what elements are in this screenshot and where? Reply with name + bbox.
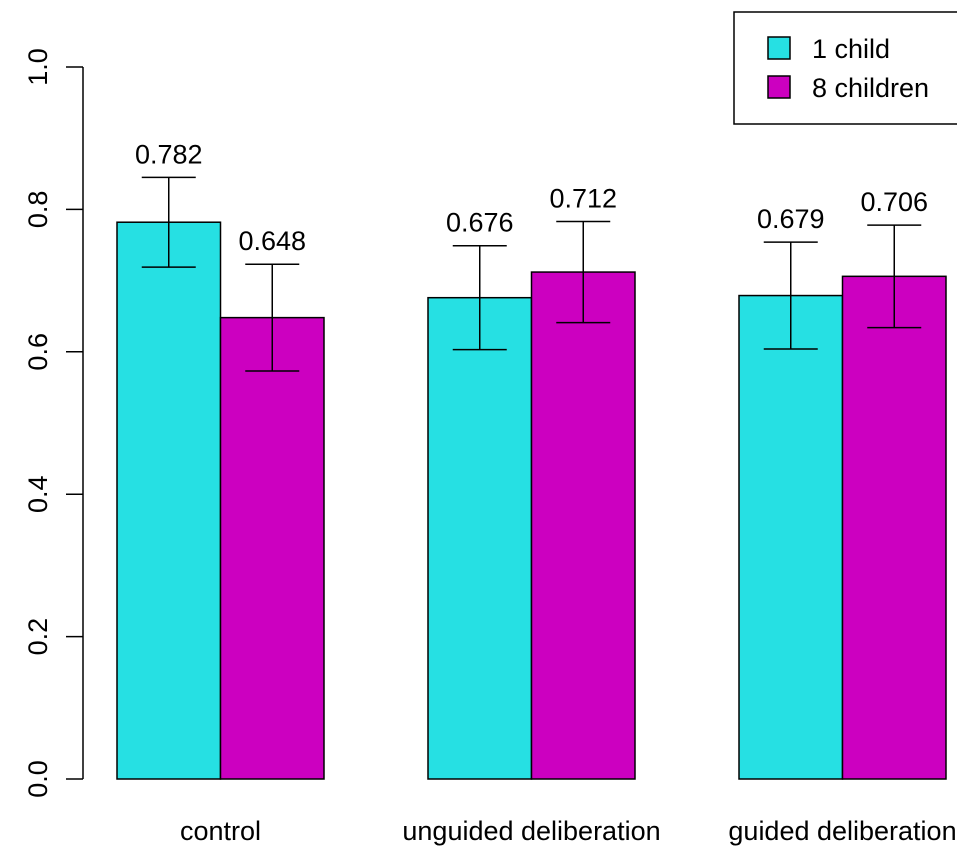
error-bar: [763, 241, 818, 350]
y-tick-label: 0.4: [23, 475, 53, 513]
y-tick-label: 0.0: [23, 760, 53, 798]
data-label: 0.712: [549, 184, 617, 214]
x-tick-label: control: [180, 816, 261, 846]
legend-label: 8 children: [812, 73, 929, 103]
y-axis: 0.0 0.2 0.4 0.6 0.8 1.0: [23, 48, 84, 798]
y-tick-label: 0.6: [23, 333, 53, 371]
error-bar: [245, 263, 300, 372]
y-tick-label: 0.2: [23, 618, 53, 656]
legend-swatch: [767, 36, 791, 60]
error-bar: [141, 176, 196, 268]
data-label: 0.679: [757, 204, 825, 234]
legend-label: 1 child: [812, 34, 890, 64]
data-label: 0.782: [135, 139, 203, 169]
error-bar: [452, 244, 507, 351]
bar: [738, 294, 844, 780]
bar: [219, 316, 325, 780]
bar: [427, 296, 533, 780]
data-label: 0.706: [860, 187, 928, 217]
legend-swatch: [767, 75, 791, 99]
bars: [116, 221, 947, 780]
data-label: 0.676: [446, 208, 514, 238]
legend-box: [733, 11, 957, 125]
legend: 1 child 8 children: [733, 11, 957, 125]
bar: [530, 271, 636, 780]
x-tick-label: guided deliberation: [728, 816, 956, 846]
data-labels: 0.782 0.648 0.676 0.712 0.679 0.706: [135, 139, 928, 256]
bar: [841, 275, 947, 780]
x-tick-label: unguided deliberation: [402, 816, 660, 846]
y-tick-label: 0.8: [23, 191, 53, 229]
x-axis-labels: control unguided deliberation guided delib…: [180, 816, 957, 846]
y-tick-label: 1.0: [23, 48, 53, 86]
bar: [116, 221, 222, 780]
data-label: 0.648: [238, 226, 306, 256]
error-bars: [141, 176, 922, 372]
error-bar: [867, 224, 922, 329]
error-bar: [556, 220, 611, 324]
